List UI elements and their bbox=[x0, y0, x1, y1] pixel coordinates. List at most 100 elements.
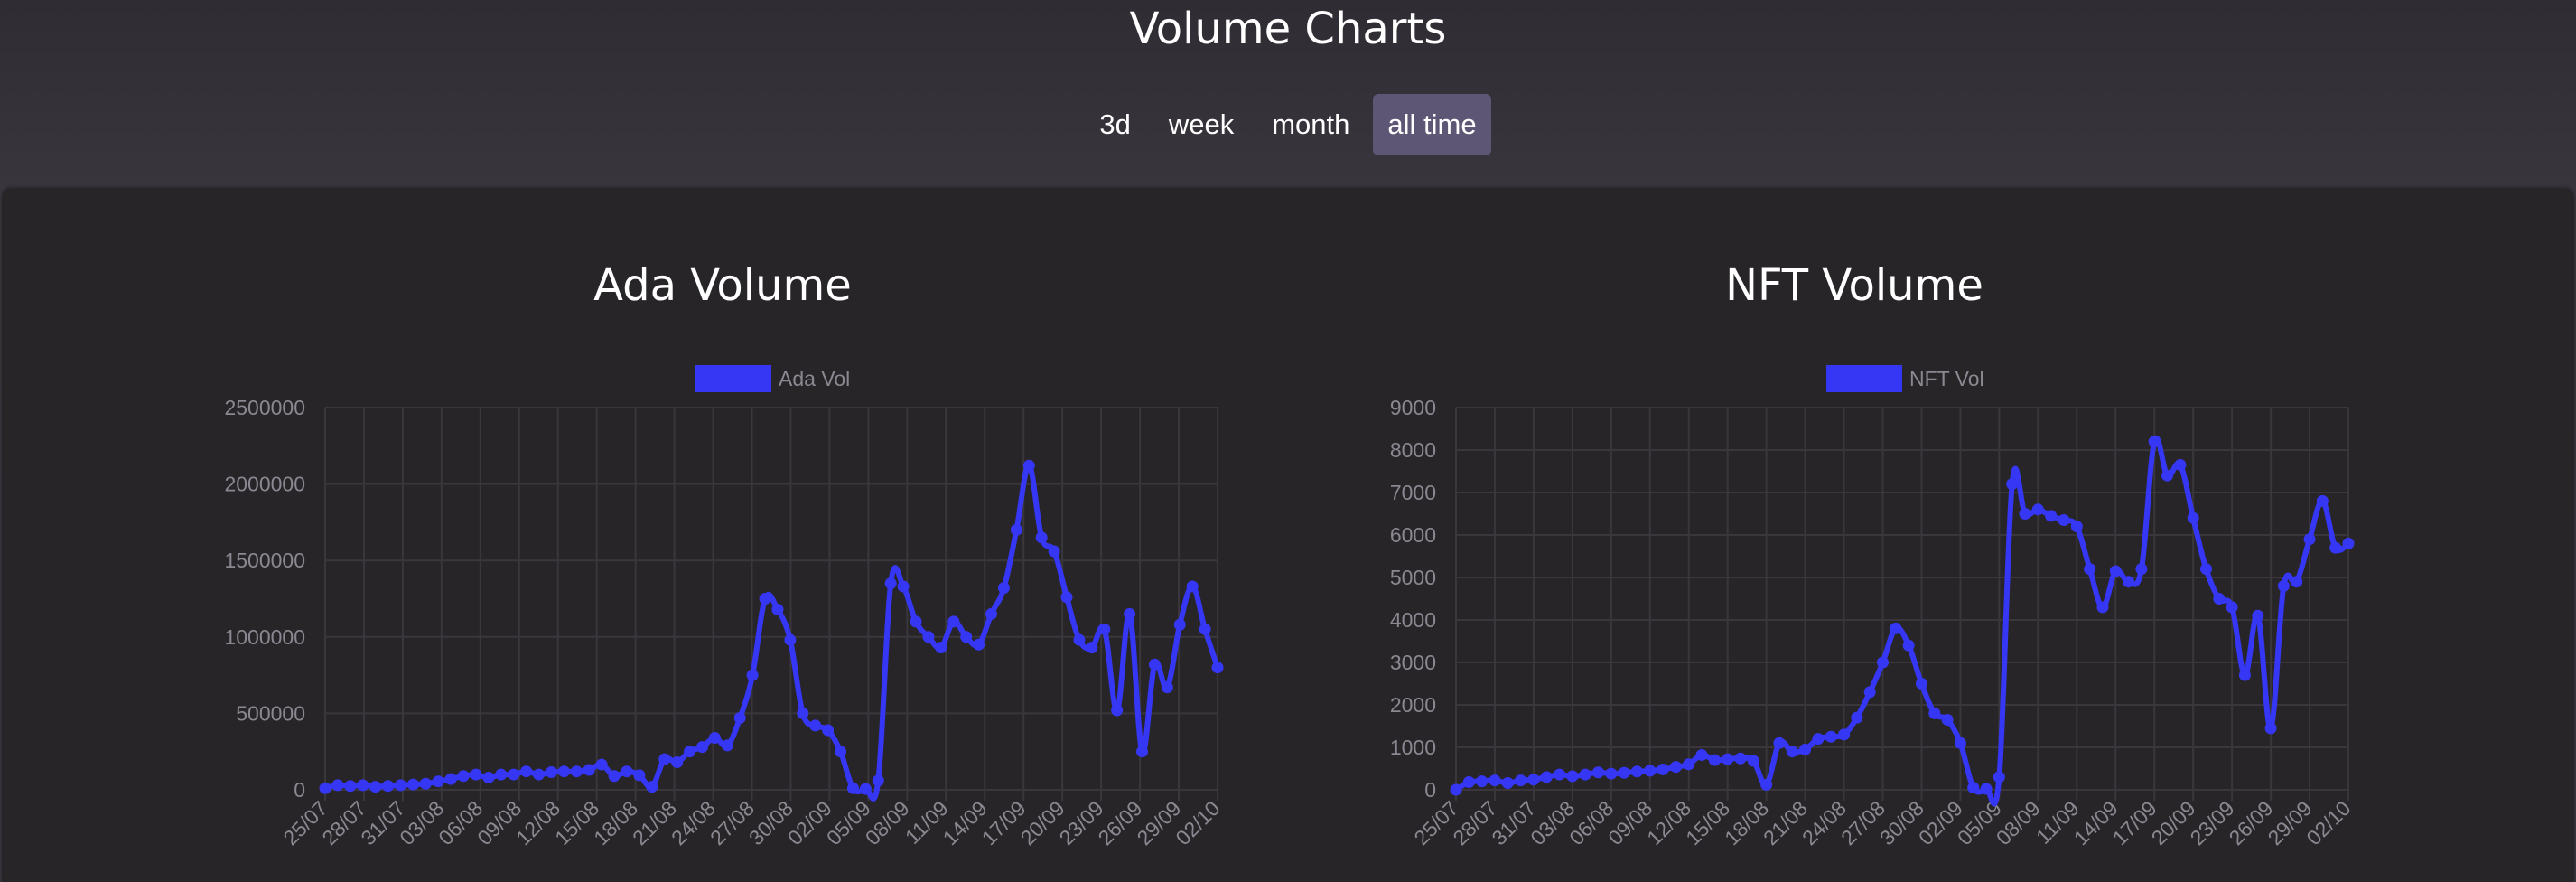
ada-data-point[interactable] bbox=[1111, 704, 1124, 717]
ada-data-point[interactable] bbox=[1211, 662, 1224, 674]
ada-data-point[interactable] bbox=[382, 780, 395, 793]
nft-data-point[interactable] bbox=[1592, 766, 1605, 779]
nft-data-point[interactable] bbox=[1462, 776, 1475, 789]
ada-data-point[interactable] bbox=[1161, 681, 1173, 694]
nft-data-point[interactable] bbox=[1605, 767, 1618, 780]
nft-data-point[interactable] bbox=[1695, 748, 1708, 761]
nft-data-point[interactable] bbox=[1579, 768, 1591, 781]
nft-data-point[interactable] bbox=[1450, 783, 1462, 796]
ada-data-point[interactable] bbox=[608, 770, 621, 783]
nft-data-point[interactable] bbox=[1722, 753, 1734, 765]
ada-data-point[interactable] bbox=[357, 779, 369, 792]
nft-data-point[interactable] bbox=[1825, 730, 1837, 743]
ada-data-point[interactable] bbox=[319, 782, 331, 794]
nft-data-point[interactable] bbox=[1799, 743, 1812, 755]
nft-data-point[interactable] bbox=[1786, 746, 1798, 758]
ada-data-point[interactable] bbox=[520, 765, 533, 778]
ada-data-point[interactable] bbox=[457, 770, 470, 783]
ada-data-point[interactable] bbox=[960, 631, 973, 643]
ada-data-point[interactable] bbox=[1022, 459, 1035, 472]
ada-data-point[interactable] bbox=[721, 739, 733, 752]
nft-data-point[interactable] bbox=[1967, 782, 1980, 794]
nft-data-point[interactable] bbox=[2226, 601, 2238, 614]
ada-data-point[interactable] bbox=[835, 746, 847, 758]
nft-data-point[interactable] bbox=[1476, 775, 1489, 788]
nft-data-point[interactable] bbox=[1566, 770, 1579, 783]
ada-data-point[interactable] bbox=[973, 638, 985, 651]
nft-data-point[interactable] bbox=[1812, 733, 1825, 746]
ada-data-point[interactable] bbox=[394, 779, 406, 792]
tab-month[interactable]: month bbox=[1272, 108, 1350, 140]
ada-data-point[interactable] bbox=[658, 753, 671, 765]
nft-data-point[interactable] bbox=[1851, 711, 1863, 724]
ada-data-point[interactable] bbox=[695, 741, 708, 754]
ada-data-point[interactable] bbox=[947, 615, 960, 628]
nft-data-point[interactable] bbox=[1669, 761, 1682, 774]
ada-data-point[interactable] bbox=[759, 593, 771, 605]
ada-data-point[interactable] bbox=[570, 765, 583, 778]
nft-data-point[interactable] bbox=[1644, 765, 1657, 777]
nft-data-point[interactable] bbox=[2045, 510, 2058, 522]
ada-data-point[interactable] bbox=[369, 781, 382, 793]
ada-data-point[interactable] bbox=[746, 669, 759, 681]
ada-data-point[interactable] bbox=[344, 780, 357, 793]
nft-data-point[interactable] bbox=[2264, 722, 2277, 735]
tab-all-time[interactable]: all time bbox=[1373, 94, 1491, 155]
ada-data-point[interactable] bbox=[621, 765, 633, 778]
ada-data-point[interactable] bbox=[595, 758, 608, 771]
nft-data-point[interactable] bbox=[1747, 755, 1759, 767]
ada-data-point[interactable] bbox=[733, 711, 746, 724]
nft-data-point[interactable] bbox=[1489, 774, 1501, 787]
nft-data-point[interactable] bbox=[2238, 669, 2251, 681]
nft-data-point[interactable] bbox=[1773, 737, 1786, 749]
nft-data-point[interactable] bbox=[2096, 601, 2109, 614]
nft-data-point[interactable] bbox=[1863, 686, 1876, 699]
ada-data-point[interactable] bbox=[1124, 607, 1136, 620]
nft-data-point[interactable] bbox=[2303, 533, 2316, 546]
ada-data-point[interactable] bbox=[646, 781, 658, 793]
nft-data-point[interactable] bbox=[1657, 763, 1669, 775]
nft-data-point[interactable] bbox=[2019, 508, 2031, 520]
ada-data-point[interactable] bbox=[1199, 623, 1211, 635]
nft-data-point[interactable] bbox=[2199, 563, 2212, 576]
ada-data-point[interactable] bbox=[684, 746, 696, 758]
nft-data-point[interactable] bbox=[2006, 478, 2019, 491]
nft-data-point[interactable] bbox=[1527, 774, 1540, 786]
ada-data-point[interactable] bbox=[583, 764, 595, 776]
nft-data-point[interactable] bbox=[2031, 503, 2044, 516]
nft-data-point[interactable] bbox=[1683, 758, 1695, 771]
nft-data-point[interactable] bbox=[2187, 511, 2199, 524]
nft-data-point[interactable] bbox=[2291, 576, 2303, 588]
nft-data-point[interactable] bbox=[1915, 678, 1927, 690]
ada-data-point[interactable] bbox=[557, 765, 570, 778]
ada-data-point[interactable] bbox=[1098, 623, 1111, 635]
ada-data-point[interactable] bbox=[495, 768, 508, 781]
nft-data-point[interactable] bbox=[1890, 622, 1902, 634]
ada-data-point[interactable] bbox=[809, 719, 822, 732]
nft-data-point[interactable] bbox=[1902, 639, 1915, 652]
ada-data-point[interactable] bbox=[1048, 545, 1060, 558]
ada-data-point[interactable] bbox=[985, 607, 998, 620]
ada-data-point[interactable] bbox=[1060, 591, 1073, 604]
nft-data-point[interactable] bbox=[2161, 469, 2174, 482]
nft-data-point[interactable] bbox=[2316, 494, 2329, 507]
nft-data-point[interactable] bbox=[2277, 579, 2290, 592]
ada-data-point[interactable] bbox=[897, 580, 910, 593]
nft-data-point[interactable] bbox=[2135, 563, 2148, 576]
ada-data-point[interactable] bbox=[1136, 746, 1149, 758]
nft-data-point[interactable] bbox=[2342, 537, 2355, 549]
ada-data-point[interactable] bbox=[1186, 580, 1199, 593]
ada-data-point[interactable] bbox=[633, 769, 646, 782]
ada-data-point[interactable] bbox=[771, 603, 784, 615]
ada-data-point[interactable] bbox=[419, 777, 432, 790]
nft-data-point[interactable] bbox=[1618, 766, 1630, 779]
nft-data-point[interactable] bbox=[1554, 768, 1566, 781]
nft-data-point[interactable] bbox=[2109, 565, 2122, 577]
ada-data-point[interactable] bbox=[671, 756, 684, 769]
ada-data-point[interactable] bbox=[482, 771, 495, 783]
ada-data-point[interactable] bbox=[432, 775, 444, 788]
nft-data-point[interactable] bbox=[2123, 576, 2135, 588]
ada-data-point[interactable] bbox=[910, 615, 922, 628]
nft-data-point[interactable] bbox=[2213, 593, 2226, 605]
ada-data-point[interactable] bbox=[884, 577, 897, 590]
